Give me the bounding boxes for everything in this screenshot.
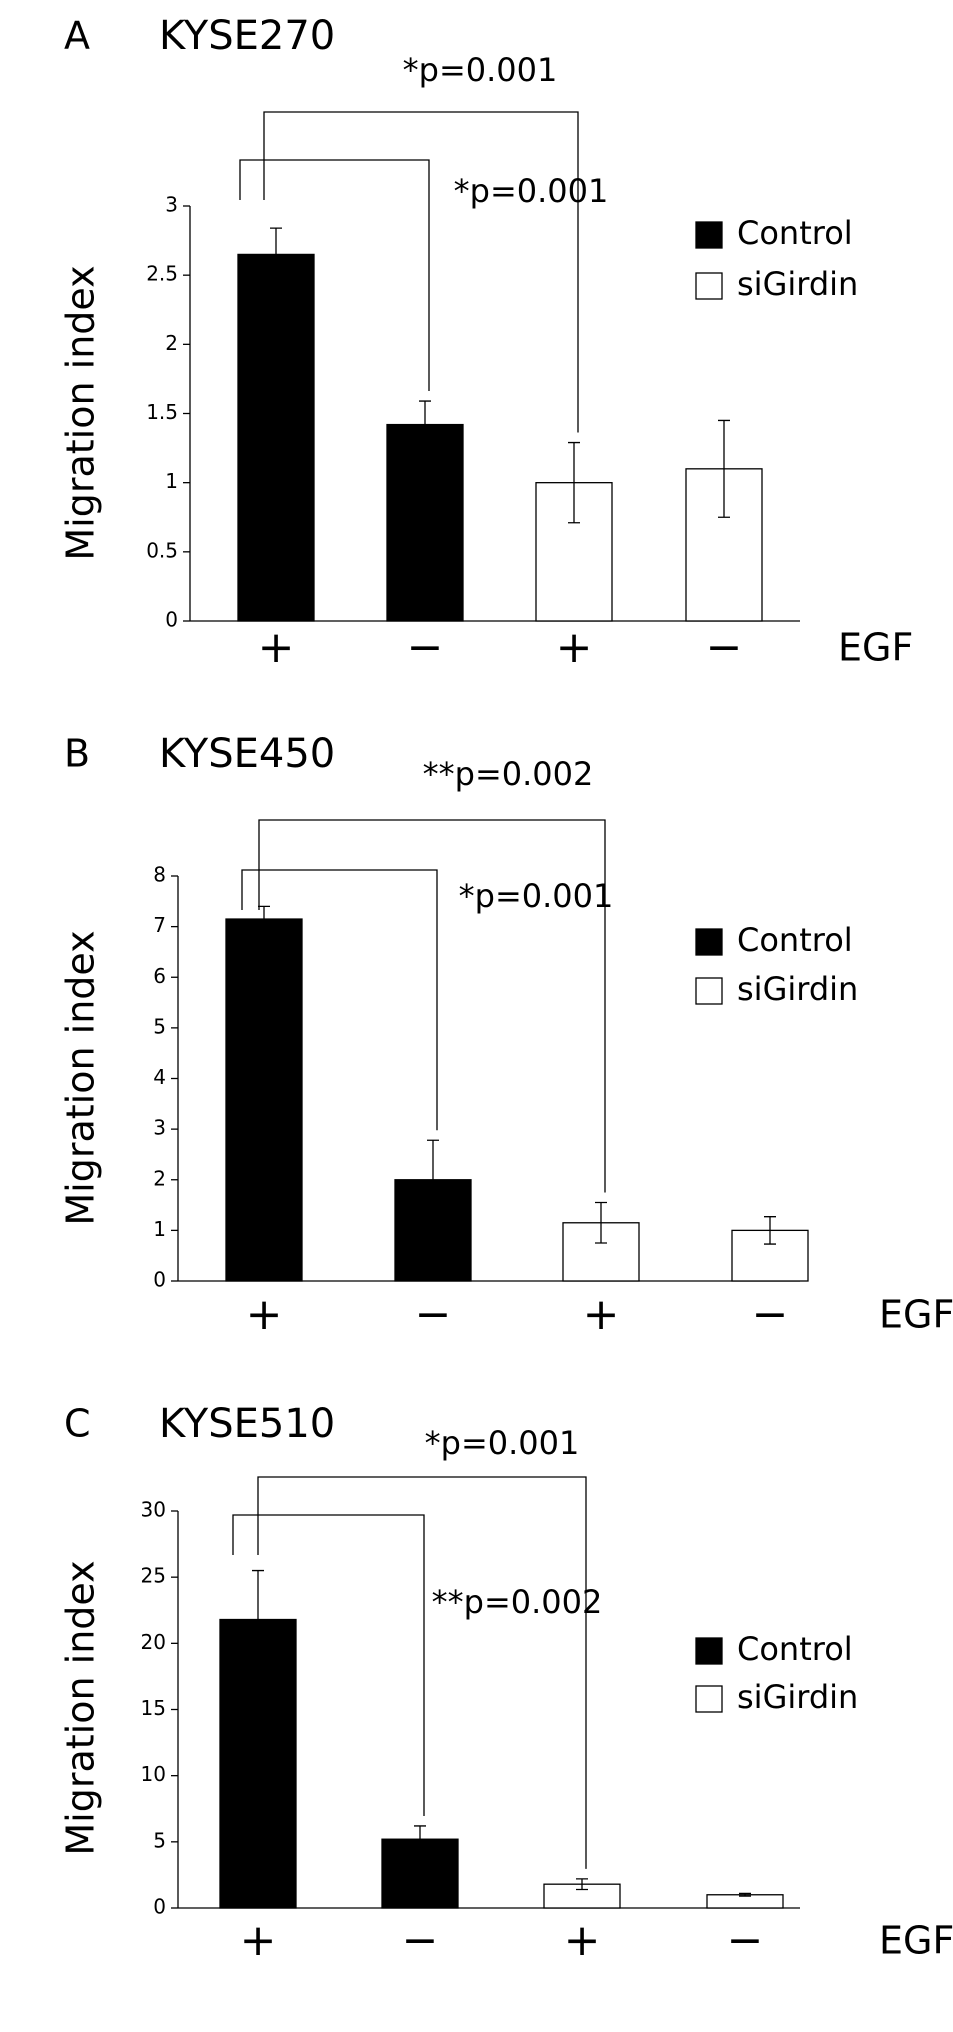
panel-letter: A [64, 14, 90, 58]
bar [706, 1894, 784, 1909]
significance-bracket [241, 869, 438, 1131]
significance-bracket [239, 159, 430, 392]
legend-swatch [695, 221, 723, 249]
y-tick-label: 4 [153, 1065, 166, 1089]
y-axis-label: Migration index [59, 930, 103, 1225]
annotation: *p=0.001 [403, 51, 558, 89]
legend-label: siGirdin [737, 1678, 858, 1716]
panel-letter: B [64, 732, 90, 776]
y-tick-label: 10 [141, 1762, 166, 1786]
y-tick-label: 1.5 [146, 400, 178, 424]
significance-bracket [232, 1514, 425, 1816]
chart-title: KYSE270 [159, 13, 335, 59]
y-tick-label: 15 [141, 1696, 166, 1720]
legend-label: Control [737, 1630, 853, 1668]
error-bar [252, 1569, 264, 1670]
y-tick-label: 0 [165, 608, 178, 632]
y-axis-label: Migration index [59, 265, 103, 560]
error-bar [270, 227, 282, 282]
legend-label: siGirdin [737, 970, 858, 1008]
x-axis-label: EGF [879, 1919, 953, 1963]
y-tick-label: 0.5 [146, 538, 178, 562]
y-tick-label: 1 [165, 469, 178, 493]
error-bar [595, 1201, 607, 1244]
error-bar [576, 1878, 588, 1891]
significance-bracket [263, 111, 579, 433]
bar [237, 253, 315, 622]
y-tick-label: 0 [153, 1895, 166, 1919]
x-tick-label: − [727, 1915, 764, 1966]
error-bar [427, 1139, 439, 1220]
annotation: *p=0.001 [459, 877, 614, 915]
y-tick-label: 25 [141, 1564, 166, 1588]
legend-swatch [695, 977, 723, 1005]
significance-bracket [258, 819, 606, 1193]
y-tick-label: 20 [141, 1630, 166, 1654]
error-bar [258, 905, 270, 933]
y-tick-label: 1 [153, 1217, 166, 1241]
x-tick-label: + [246, 1289, 283, 1340]
y-tick-label: 2 [153, 1166, 166, 1190]
x-tick-label: + [583, 1289, 620, 1340]
bar [386, 423, 464, 622]
error-bar [718, 419, 730, 518]
legend-label: Control [737, 214, 853, 252]
chart-title: KYSE510 [159, 1401, 335, 1447]
error-bar [414, 1825, 426, 1854]
x-axis-label: EGF [879, 1293, 953, 1337]
y-tick-label: 3 [153, 1116, 166, 1140]
panel-letter: C [64, 1402, 91, 1446]
legend-swatch [695, 272, 723, 300]
x-tick-label: − [415, 1289, 452, 1340]
legend-label: siGirdin [737, 265, 858, 303]
legend-swatch [695, 928, 723, 956]
x-tick-label: + [258, 622, 295, 673]
y-tick-label: 5 [153, 1828, 166, 1852]
x-tick-label: − [752, 1289, 789, 1340]
error-bar [739, 1892, 751, 1897]
error-bar [568, 441, 580, 524]
annotation: *p=0.001 [425, 1424, 580, 1462]
bar [225, 918, 303, 1282]
y-tick-label: 7 [153, 913, 166, 937]
x-tick-label: − [706, 622, 743, 673]
y-tick-label: 2 [165, 331, 178, 355]
legend-swatch [695, 1685, 723, 1713]
chart-title: KYSE450 [159, 731, 335, 777]
error-bar [419, 400, 431, 449]
x-tick-label: − [407, 622, 444, 673]
y-tick-label: 0 [153, 1268, 166, 1292]
annotation: **p=0.002 [423, 755, 594, 793]
x-axis-label: EGF [838, 626, 913, 670]
y-tick-label: 5 [153, 1014, 166, 1038]
x-tick-label: − [402, 1915, 439, 1966]
legend-swatch [695, 1637, 723, 1665]
legend-label: Control [737, 921, 853, 959]
y-tick-label: 30 [141, 1498, 166, 1522]
y-axis-label: Migration index [59, 1560, 103, 1855]
y-tick-label: 3 [165, 193, 178, 217]
y-tick-label: 8 [153, 863, 166, 887]
y-tick-label: 6 [153, 964, 166, 988]
x-tick-label: + [564, 1915, 601, 1966]
annotation: **p=0.002 [432, 1583, 603, 1621]
significance-bracket [257, 1476, 587, 1869]
y-tick-label: 2.5 [146, 262, 178, 286]
x-tick-label: + [240, 1915, 277, 1966]
annotation: *p=0.001 [454, 172, 609, 210]
error-bar [764, 1216, 776, 1245]
x-tick-label: + [556, 622, 593, 673]
